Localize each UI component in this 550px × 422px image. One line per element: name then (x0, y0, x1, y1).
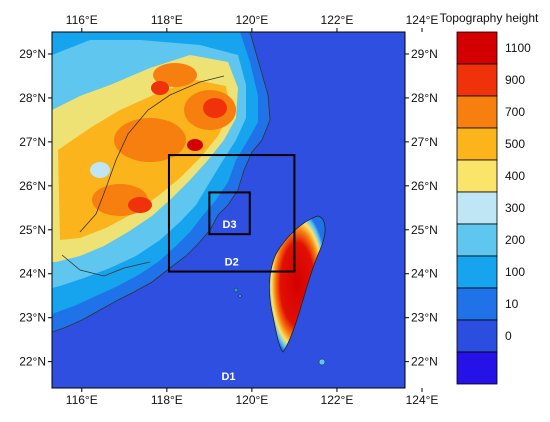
lon-tick-label-bottom: 118°E (151, 393, 183, 407)
highland-patch (153, 63, 197, 87)
lat-tick-label-left: 29°N (19, 47, 46, 61)
lon-tick-label-bottom: 124°E (406, 393, 439, 407)
peak-patch (203, 98, 227, 118)
lon-tick-label-bottom: 116°E (66, 393, 98, 407)
domain-d2-label: D2 (225, 257, 239, 269)
topography-legend: Topography height 1100 900 700 500 400 300 200… (440, 11, 539, 385)
penghu-islands (233, 287, 239, 293)
lon-tick-label-top: 116°E (66, 13, 98, 27)
legend-level-label: 10 (505, 297, 519, 311)
legend-level-label: 100 (505, 265, 525, 279)
longitude-axes: 116°E 116°E 118°E 118°E 120°E 120°E 122°E 122°E… (66, 13, 439, 407)
lat-tick-label-left: 27°N (19, 135, 46, 149)
legend-level-label: 500 (505, 137, 525, 151)
lowland-patch (90, 162, 110, 178)
penghu-islands (238, 294, 242, 298)
legend-swatch (456, 351, 498, 385)
legend-swatch (456, 63, 498, 97)
legend-swatch (456, 31, 498, 65)
lon-tick-label-bottom: 122°E (321, 393, 354, 407)
legend-level-label: 1100 (505, 41, 531, 55)
lat-tick-label-right: 25°N (411, 223, 438, 237)
domain-d3-box (208, 191, 251, 236)
province-boundary (79, 75, 225, 233)
legend-level-label: 200 (505, 233, 525, 247)
lon-tick-label-top: 120°E (235, 13, 268, 27)
legend-swatch (456, 287, 498, 321)
small-island (318, 358, 326, 366)
legend-level-label: 700 (505, 105, 525, 119)
legend-level-label: 0 (505, 329, 512, 343)
legend-title: Topography height (440, 11, 539, 25)
lat-tick-label-right: 22°N (411, 355, 438, 369)
lat-tick-label-right: 26°N (411, 179, 438, 193)
legend-level-label: 300 (505, 201, 525, 215)
lon-tick-label-top: 118°E (151, 13, 183, 27)
lat-tick-label-right: 29°N (411, 47, 438, 61)
lat-tick-label-left: 23°N (19, 311, 46, 325)
lat-tick-label-right: 23°N (411, 311, 438, 325)
legend-level-label: 400 (505, 169, 525, 183)
legend-swatch (456, 127, 498, 161)
legend-level-label: 900 (505, 73, 525, 87)
domain-d1-label: D1 (221, 371, 235, 383)
latitude-axes: 29°N 29°N 28°N 28°N 27°N 27°N 26°N 26°N 25°N 25°N… (19, 47, 438, 369)
peak-patch (128, 197, 152, 213)
lat-tick-label-right: 27°N (411, 135, 438, 149)
province-boundary (61, 254, 151, 277)
taiwan-island (268, 215, 326, 353)
legend-swatch (456, 191, 498, 225)
legend-swatch (456, 319, 498, 353)
lat-tick-label-left: 25°N (19, 223, 46, 237)
domain-d2-box (167, 154, 296, 273)
peak-patch (151, 81, 169, 95)
legend-swatch (456, 95, 498, 129)
lon-tick-label-top: 122°E (321, 13, 354, 27)
map-panel: D1 D2 D3 116°E116°E118°E118°E120°E120°E1… (19, 13, 438, 407)
lat-tick-label-left: 28°N (19, 91, 46, 105)
map-frame (51, 31, 406, 389)
lowland-patch (56, 63, 84, 87)
legend-swatch (456, 159, 498, 193)
land-topography (52, 32, 326, 366)
peak-patch (187, 139, 203, 151)
lon-tick-label-bottom: 120°E (235, 393, 268, 407)
lat-tick-label-left: 22°N (19, 355, 46, 369)
lon-tick-label-top: 124°E (406, 13, 439, 27)
lat-tick-label-left: 26°N (19, 179, 46, 193)
lat-tick-label-left: 24°N (19, 267, 46, 281)
legend-swatch (456, 223, 498, 257)
lat-tick-label-right: 24°N (411, 267, 438, 281)
domain-d3-label: D3 (223, 219, 237, 231)
lat-tick-label-right: 28°N (411, 91, 438, 105)
legend-swatch (456, 255, 498, 289)
